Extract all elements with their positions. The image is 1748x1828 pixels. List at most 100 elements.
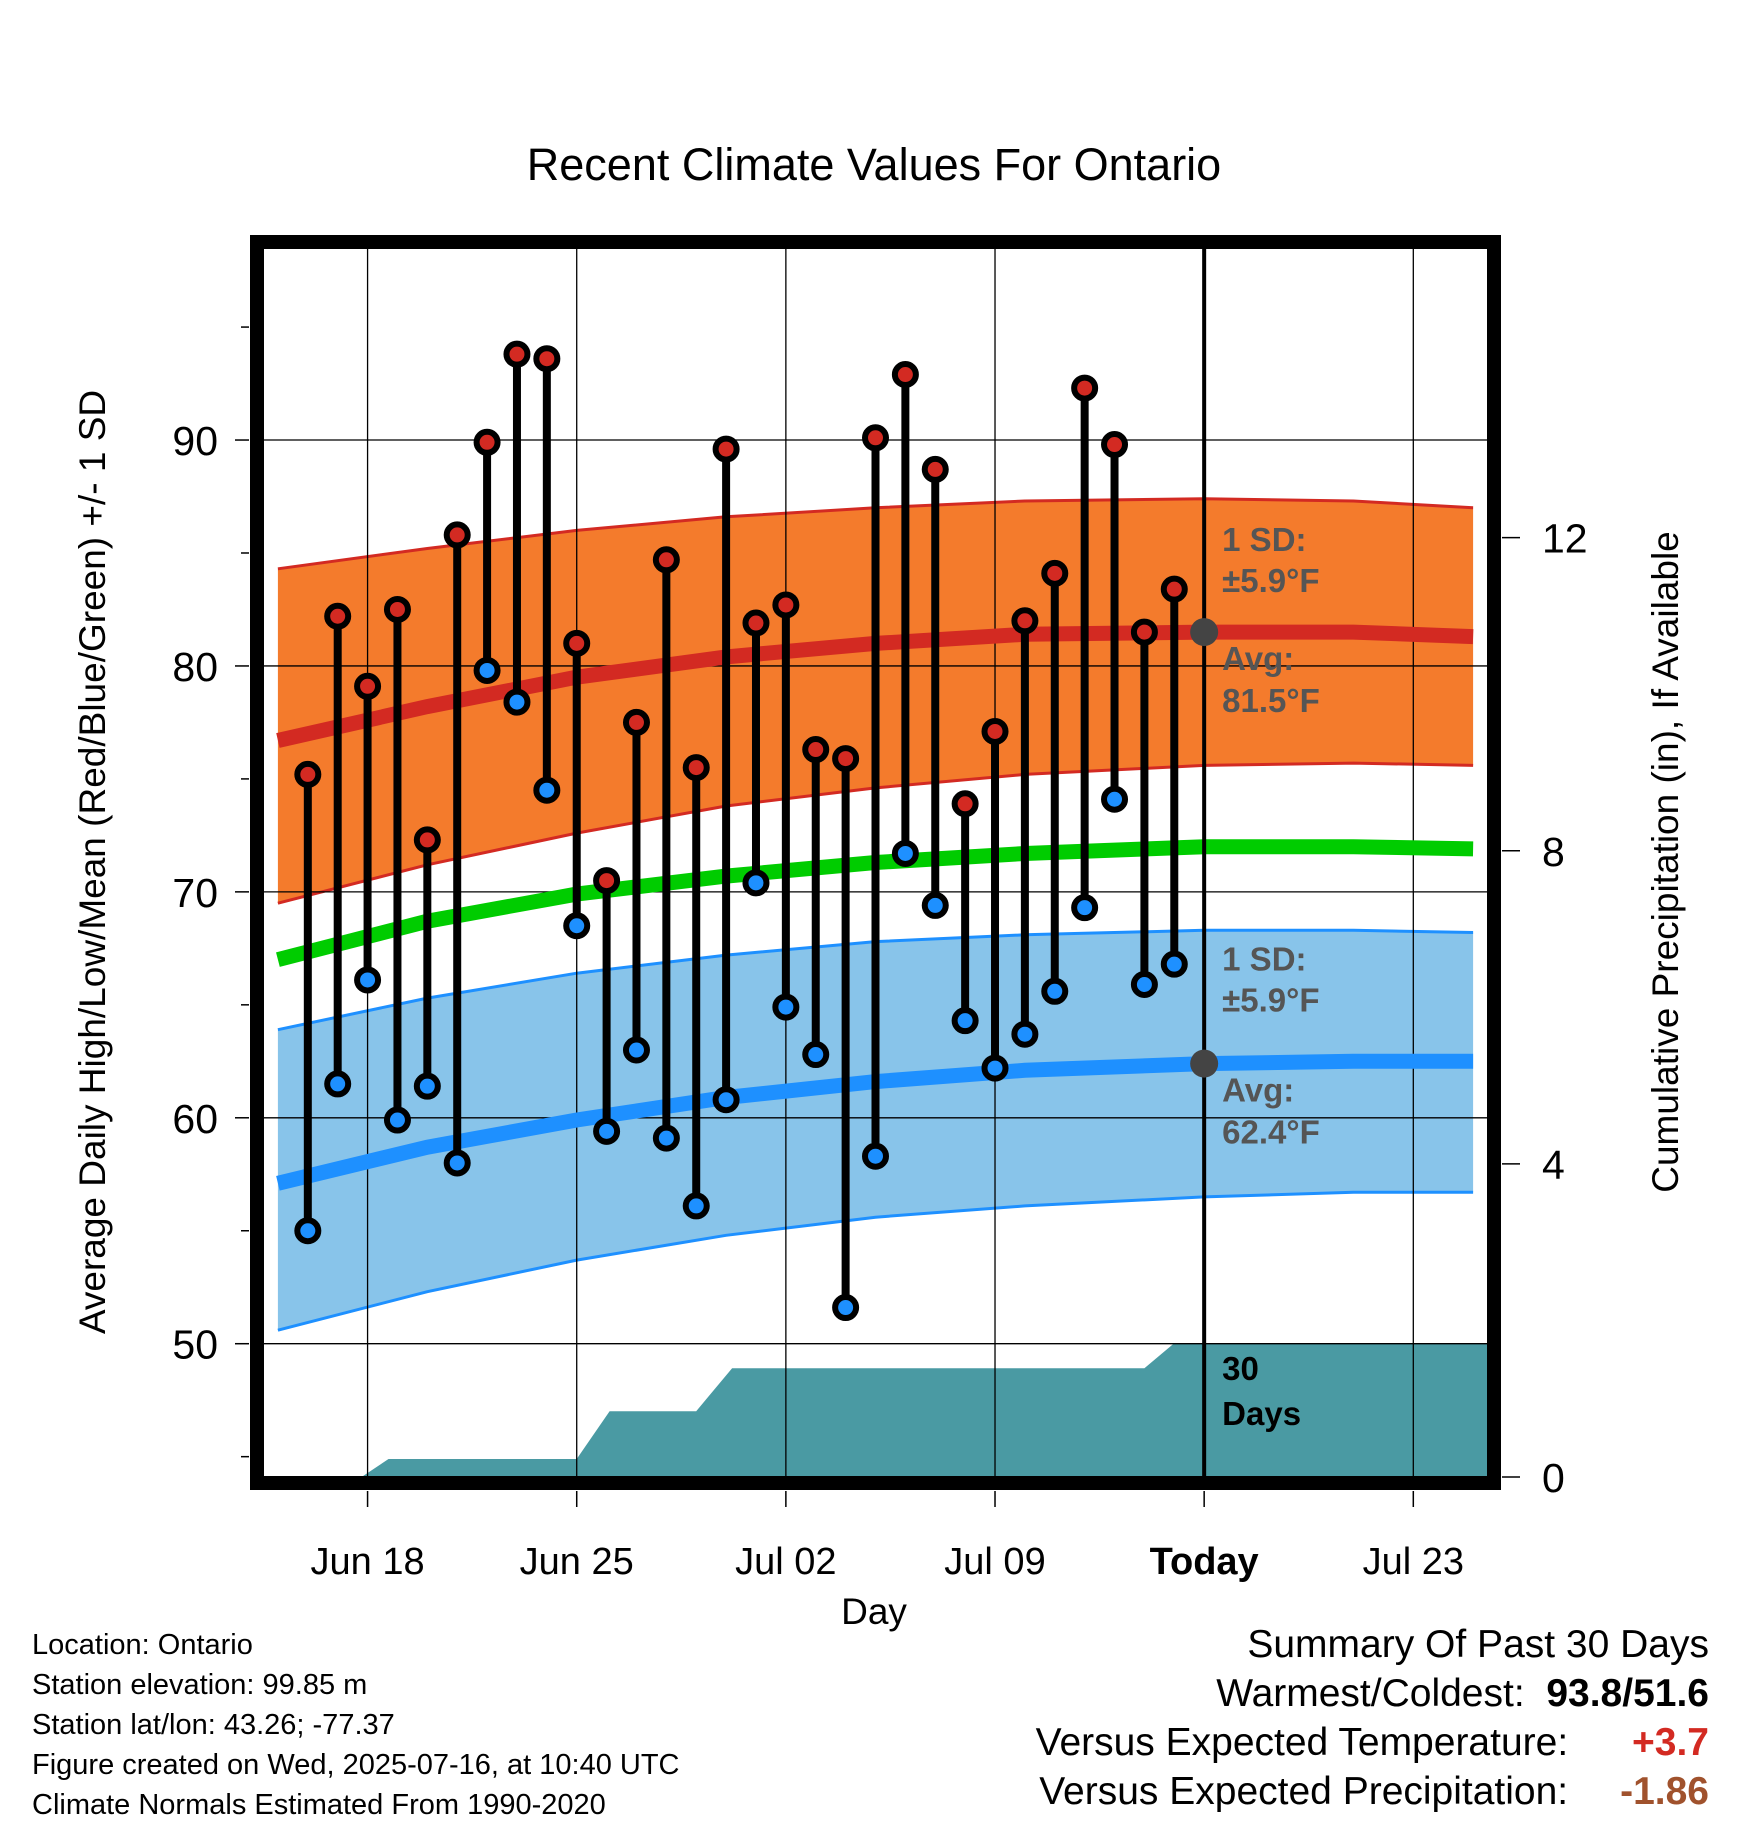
daily-high-marker <box>1011 607 1039 635</box>
daily-high-marker <box>682 754 710 782</box>
daily-high-marker <box>533 345 561 373</box>
x-tick-label: Jul 09 <box>944 1541 1045 1583</box>
daily-low-marker <box>862 1142 889 1170</box>
x-tick-label: Jun 25 <box>520 1541 634 1583</box>
daily-high-marker <box>1130 618 1158 646</box>
daily-low-marker <box>832 1294 860 1322</box>
daily-low-marker <box>563 912 591 940</box>
daily-high-marker <box>354 672 382 700</box>
warmest-value: 93.8 <box>1546 1672 1623 1715</box>
daily-low-marker <box>473 656 501 684</box>
daily-high-marker <box>1101 431 1129 459</box>
daily-high-marker <box>1071 374 1099 402</box>
daily-low-marker <box>1160 950 1188 978</box>
daily-high-marker <box>473 428 501 456</box>
daily-high-marker <box>1041 559 1069 587</box>
daily-low-marker <box>593 1117 621 1145</box>
daily-low-marker <box>503 688 531 716</box>
daily-low-marker <box>533 776 561 804</box>
high-avg-value: 81.5°F <box>1222 682 1320 719</box>
daily-low-marker <box>742 869 770 897</box>
plot-frame <box>250 235 1501 1490</box>
chart-title: Recent Climate Values For Ontario <box>527 139 1221 190</box>
daily-low-marker <box>1041 977 1069 1005</box>
daily-low-marker <box>921 891 949 919</box>
daily-high-marker <box>622 708 650 736</box>
daily-high-marker <box>563 629 591 657</box>
precip-label-line1: 30 <box>1222 1350 1259 1387</box>
daily-low-marker <box>682 1192 710 1220</box>
daily-low-marker <box>951 1007 979 1035</box>
daily-low-marker <box>1130 970 1158 998</box>
daily-low-marker <box>772 993 800 1021</box>
y2-tick-label: 12 <box>1542 516 1588 562</box>
warm-cold-value: 93.8/51.6 <box>1546 1672 1709 1715</box>
daily-high-marker <box>802 736 830 764</box>
high-sd-label: 1 SD: <box>1222 521 1306 558</box>
warm-cold-label: Warmest/Coldest: <box>1216 1672 1525 1715</box>
y2-tick-label: 0 <box>1542 1455 1565 1501</box>
y-tick-label: 50 <box>172 1322 218 1368</box>
x-tick-label: Jul 23 <box>1363 1541 1464 1583</box>
y2-tick-label: 4 <box>1542 1142 1565 1188</box>
low-sd-lower-edge <box>277 1190 1474 1332</box>
daily-high-marker <box>712 435 740 463</box>
daily-low-marker <box>413 1072 441 1100</box>
daily-low-marker <box>891 839 919 867</box>
y-tick-label: 70 <box>172 870 218 916</box>
coldest-value: 51.6 <box>1633 1672 1709 1715</box>
low-sd-label: 1 SD: <box>1222 940 1306 977</box>
y2-tick-label: 8 <box>1542 829 1565 875</box>
temp-anomaly-value: +3.7 <box>1632 1721 1709 1764</box>
plot-inner <box>263 248 1488 1477</box>
precip-anomaly-row: Versus Expected Precipitation: -1.86 <box>1036 1767 1709 1816</box>
daily-low-marker <box>443 1149 471 1177</box>
x-tick-label: Jul 02 <box>735 1541 836 1583</box>
precip-area <box>263 1343 1488 1477</box>
daily-high-marker <box>503 340 531 368</box>
summary-title: Summary Of Past 30 Days <box>1247 1623 1709 1666</box>
normals-text: Climate Normals Estimated From 1990-2020 <box>32 1789 606 1821</box>
y2-axis-label: Cumulative Precipitation (in), If Availa… <box>1645 531 1686 1193</box>
temp-anomaly-row: Versus Expected Temperature: +3.7 <box>1036 1718 1709 1767</box>
x-tick-label: Today <box>1150 1541 1259 1583</box>
daily-low-marker <box>802 1041 830 1069</box>
low-avg-value: 62.4°F <box>1222 1114 1320 1151</box>
daily-low-marker <box>383 1106 411 1134</box>
y-tick-label: 60 <box>172 1096 218 1142</box>
daily-high-marker <box>294 760 322 788</box>
precip-anomaly-value: -1.86 <box>1620 1770 1709 1813</box>
daily-low-marker <box>354 966 382 994</box>
daily-low-marker <box>652 1124 680 1152</box>
daily-high-marker <box>921 455 949 483</box>
daily-high-marker <box>742 609 770 637</box>
plot-area: 1 SD: ±5.9°F Avg: 81.5°F 1 SD: ±5.9°F Avg: 62.4… <box>172 235 1588 1583</box>
latlon-text: Station lat/lon: 43.26; -77.37 <box>32 1709 395 1741</box>
low-sd-value: ±5.9°F <box>1222 981 1319 1018</box>
x-axis-label: Day <box>841 1591 907 1632</box>
daily-high-marker <box>1160 575 1188 603</box>
precip-anomaly-label: Versus Expected Precipitation: <box>1039 1770 1569 1813</box>
daily-high-marker <box>832 745 860 773</box>
y-axis-label: Average Daily High/Low/Mean (Red/Blue/Gr… <box>72 390 113 1334</box>
daily-high-marker <box>413 826 441 854</box>
daily-low-marker <box>1011 1020 1039 1048</box>
daily-high-marker <box>324 602 352 630</box>
today-high-avg-marker <box>1190 618 1219 647</box>
high-sd-value: ±5.9°F <box>1222 562 1319 599</box>
daily-low-marker <box>1101 785 1129 813</box>
daily-high-marker <box>443 521 471 549</box>
elevation-text: Station elevation: 99.85 m <box>32 1669 368 1701</box>
daily-low-marker <box>981 1054 1009 1082</box>
x-tick-label: Jun 18 <box>311 1541 425 1583</box>
today-low-avg-marker <box>1190 1049 1219 1078</box>
daily-high-marker <box>593 867 621 895</box>
precip-label-line2: Days <box>1222 1395 1301 1432</box>
daily-high-marker <box>981 717 1009 745</box>
daily-high-marker <box>652 546 680 574</box>
temp-anomaly-label: Versus Expected Temperature: <box>1035 1721 1569 1764</box>
daily-low-marker <box>1071 894 1099 922</box>
daily-low-marker <box>712 1086 740 1114</box>
high-avg-label: Avg: <box>1222 640 1294 677</box>
